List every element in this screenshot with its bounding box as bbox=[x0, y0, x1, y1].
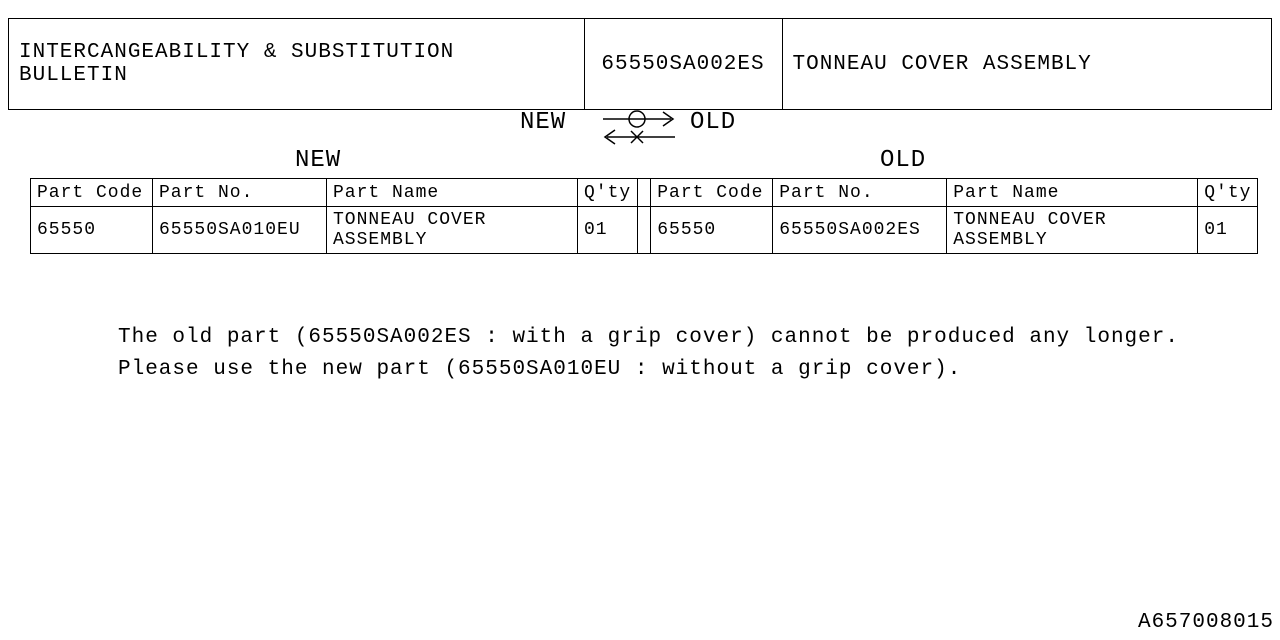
col-header-partcode-new: Part Code bbox=[31, 179, 153, 207]
interchange-arrows-icon bbox=[595, 105, 685, 147]
cell-qty-new: 01 bbox=[578, 207, 638, 254]
col-header-partcode-old: Part Code bbox=[651, 179, 773, 207]
cell-partname-old: TONNEAU COVER ASSEMBLY bbox=[947, 207, 1198, 254]
old-label-top: OLD bbox=[690, 109, 736, 136]
notes-block: The old part (65550SA002ES : with a grip… bbox=[118, 322, 1179, 386]
table-header-row: Part Code Part No. Part Name Q'ty Part C… bbox=[31, 179, 1258, 207]
note-line-2: Please use the new part (65550SA010EU : … bbox=[118, 354, 1179, 386]
cell-partcode-old: 65550 bbox=[651, 207, 773, 254]
new-label-top: NEW bbox=[520, 109, 566, 136]
header-table: INTERCANGEABILITY & SUBSTITUTION BULLETI… bbox=[8, 18, 1272, 110]
cell-partno-new: 65550SA010EU bbox=[153, 207, 327, 254]
col-header-partno-old: Part No. bbox=[773, 179, 947, 207]
new-section-label: NEW bbox=[295, 147, 341, 174]
col-header-qty-old: Q'ty bbox=[1198, 179, 1258, 207]
bulletin-code: 65550SA002ES bbox=[584, 19, 782, 110]
parts-table: Part Code Part No. Part Name Q'ty Part C… bbox=[30, 178, 1258, 254]
bulletin-name: TONNEAU COVER ASSEMBLY bbox=[782, 19, 1272, 110]
cell-partcode-new: 65550 bbox=[31, 207, 153, 254]
col-header-partname-old: Part Name bbox=[947, 179, 1198, 207]
document-id: A657008015 bbox=[1138, 611, 1274, 634]
table-gap bbox=[638, 207, 651, 254]
bulletin-title: INTERCANGEABILITY & SUBSTITUTION BULLETI… bbox=[9, 19, 585, 110]
table-gap bbox=[638, 179, 651, 207]
col-header-partno-new: Part No. bbox=[153, 179, 327, 207]
interchange-indicator: NEW OLD bbox=[0, 101, 1280, 146]
cell-partname-new: TONNEAU COVER ASSEMBLY bbox=[327, 207, 578, 254]
note-line-1: The old part (65550SA002ES : with a grip… bbox=[118, 322, 1179, 354]
cell-qty-old: 01 bbox=[1198, 207, 1258, 254]
col-header-partname-new: Part Name bbox=[327, 179, 578, 207]
cell-partno-old: 65550SA002ES bbox=[773, 207, 947, 254]
old-section-label: OLD bbox=[880, 147, 926, 174]
table-row: 65550 65550SA010EU TONNEAU COVER ASSEMBL… bbox=[31, 207, 1258, 254]
col-header-qty-new: Q'ty bbox=[578, 179, 638, 207]
